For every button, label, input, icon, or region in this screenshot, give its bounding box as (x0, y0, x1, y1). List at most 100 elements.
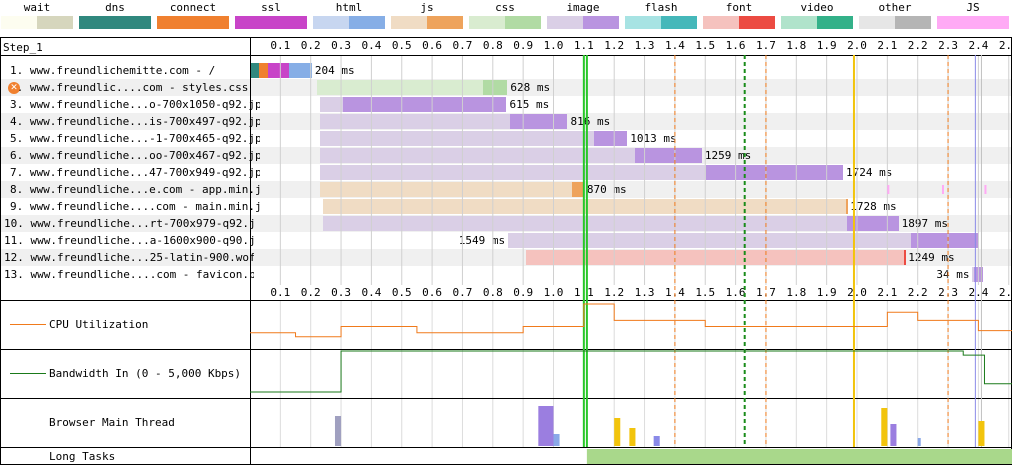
request-label[interactable]: 8. www.freundliche...e.com - app.min.js (10, 183, 260, 196)
tick-label: 2.5 (998, 286, 1012, 299)
legend-swatch-ssl (235, 16, 307, 29)
tick-label: 1.5 (695, 286, 716, 299)
main-thread-activity-bar (653, 436, 660, 446)
legend-label-html: html (335, 1, 363, 14)
tick-label: 2.4 (968, 39, 989, 52)
tick-label: 0.1 (270, 286, 291, 299)
legend-swatch-connect (157, 16, 229, 29)
legend-swatch-js (391, 16, 463, 29)
request-bar-wait (507, 233, 912, 248)
tick-label: 1.3 (634, 286, 655, 299)
legend-swatch-image (547, 16, 619, 29)
legend-label-video: video (800, 1, 834, 14)
request-bar-download (973, 267, 983, 282)
request-label[interactable]: 2. www.freundlic....com - styles.css (10, 81, 249, 94)
bandwidth-line (250, 350, 1012, 393)
tick-label: 0.4 (361, 39, 382, 52)
tick-label: 1.8 (786, 286, 807, 299)
tick-label: 1.4 (664, 286, 685, 299)
legend-swatch-dns (79, 16, 151, 29)
main-thread-label: Browser Main Thread (49, 416, 175, 429)
tick-label: 2.2 (907, 286, 928, 299)
request-timing: 870 ms (586, 183, 627, 196)
request-label[interactable]: 7. www.freundliche...47-700x949-q92.jpg (10, 166, 260, 179)
request-timing: 34 ms (936, 268, 970, 281)
legend-swatch-video (781, 16, 853, 29)
legend-label-image: image (566, 1, 600, 14)
legend-label-font: font (725, 1, 753, 14)
request-bar-wait (322, 199, 846, 214)
main-thread-activity-bar (553, 434, 560, 446)
request-label[interactable]: 12. www.freundliche...25-latin-900.woff2 (4, 251, 254, 264)
request-label[interactable]: 10. www.freundliche...rt-700x979-q92.jpg (4, 217, 254, 230)
tick-label: 1.3 (634, 39, 655, 52)
request-label[interactable]: 5. www.freundliche...-1-700x465-q92.jpg (10, 132, 260, 145)
tick-label: 1.2 (604, 286, 625, 299)
request-bar-download (706, 165, 844, 180)
tick-label: 0.9 (513, 39, 534, 52)
request-timing: 204 ms (314, 64, 355, 77)
request-label[interactable]: 4. www.freundliche...is-700x497-q92.jpg (10, 115, 260, 128)
tick-label: 0.5 (391, 286, 412, 299)
tick-label: 0.7 (452, 286, 473, 299)
long-tasks-label: Long Tasks (49, 450, 116, 463)
tick-label: 1.9 (816, 39, 837, 52)
tick-label: 0.3 (331, 286, 351, 299)
tick-label: 0.5 (391, 39, 412, 52)
request-bar-wait (972, 267, 974, 282)
request-bar-wait (319, 97, 343, 112)
error-icon: ✕ (8, 82, 20, 94)
tick-label: 1.1 (573, 39, 594, 52)
legend-label-flash: flash (644, 1, 678, 14)
request-label[interactable]: 1. www.freundlichemitte.com - / (10, 64, 216, 77)
tick-label: 0.9 (513, 286, 534, 299)
request-bar-download (903, 250, 906, 265)
request-timing: 1724 ms (846, 166, 893, 179)
request-bar-download (911, 233, 979, 248)
tick-label: 0.7 (452, 39, 473, 52)
main-thread-activity-bar (334, 416, 342, 446)
request-bar-segment (289, 63, 312, 78)
main-thread-activity-bar (629, 428, 636, 446)
request-label[interactable]: 3. www.freundliche...o-700x1050-q92.jpg (10, 98, 260, 111)
tick-label: 1.7 (756, 286, 776, 299)
legend-label-css: css (495, 1, 515, 14)
tick-label: 1.9 (816, 286, 837, 299)
request-label[interactable]: 9. www.freundliche....com - main.min.js (10, 200, 260, 213)
request-bar-wait (319, 114, 510, 129)
request-label[interactable]: 13. www.freundliche....com - favicon.png (4, 268, 254, 281)
tick-label: 2.3 (938, 286, 958, 299)
tick-label: 2.2 (907, 39, 928, 52)
legend-swatch-js-execution (937, 16, 1009, 29)
bandwidth-legend-line (10, 373, 46, 374)
tick-label: 2.0 (847, 39, 867, 52)
legend-label-connect: connect (169, 1, 217, 14)
request-bar-segment (268, 63, 290, 78)
request-timing: 628 ms (510, 81, 551, 94)
request-label[interactable]: 11. www.freundliche...a-1600x900-q90.jpg (4, 234, 254, 247)
legend-label-wait: wait (23, 1, 51, 14)
legend-label-other: other (878, 1, 912, 14)
request-bar-download (845, 199, 848, 214)
bandwidth-label: Bandwidth In (0 - 5,000 Kbps) (49, 367, 242, 380)
legend-label-js: js (420, 1, 434, 14)
tick-label: 0.2 (300, 39, 321, 52)
request-bar-download (846, 216, 899, 231)
tick-label: 2.1 (877, 286, 898, 299)
tick-label: 1.8 (786, 39, 807, 52)
tick-label: 0.3 (331, 39, 351, 52)
tick-label: 0.6 (422, 286, 443, 299)
main-thread-activity-bar (881, 408, 888, 446)
tick-label: 1.0 (543, 286, 564, 299)
tick-label: 1.7 (756, 39, 776, 52)
main-thread-activity-bar (538, 406, 554, 446)
legend-swatch-html (313, 16, 385, 29)
request-bar-download (483, 80, 508, 95)
request-bar-wait (319, 165, 707, 180)
tick-label: 0.6 (422, 39, 443, 52)
tick-label: 1.0 (543, 39, 564, 52)
request-label[interactable]: 6. www.freundliche...oo-700x467-q92.jpg (10, 149, 260, 162)
legend-swatch-css (469, 16, 541, 29)
request-bar-download (593, 131, 628, 146)
legend-label-ssl: ssl (261, 1, 281, 14)
